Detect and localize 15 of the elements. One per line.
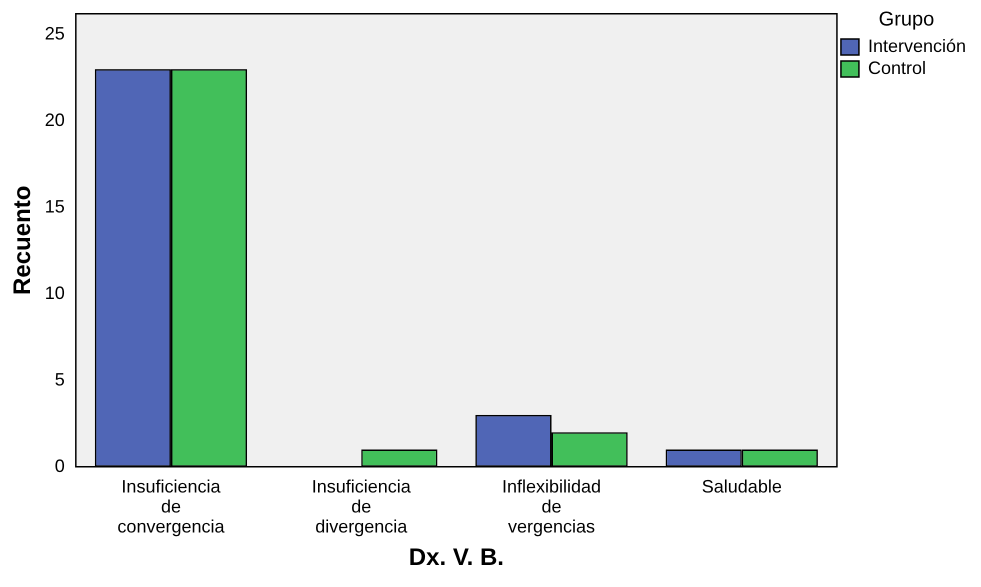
legend-label: Intervención bbox=[868, 36, 966, 56]
y-tick-label: 5 bbox=[54, 369, 65, 390]
y-tick-label: 25 bbox=[44, 24, 65, 44]
x-tick-label: Inflexibilidad de vergencias bbox=[502, 476, 602, 536]
legend-title: Grupo bbox=[878, 8, 934, 31]
y-tick-label: 15 bbox=[44, 196, 65, 216]
y-tick-label: 0 bbox=[54, 456, 65, 476]
x-tick-label: Insuficiencia de convergencia bbox=[117, 476, 226, 536]
y-tick-label: 20 bbox=[44, 110, 65, 130]
legend-label: Control bbox=[868, 58, 926, 78]
y-tick-label: 10 bbox=[44, 282, 65, 303]
x-tick-label: Insuficiencia de divergencia bbox=[312, 476, 412, 536]
x-tick-label: Saludable bbox=[702, 476, 782, 497]
x-axis-title: Dx. V. B. bbox=[408, 544, 504, 572]
y-axis-title: Recuento bbox=[9, 186, 36, 295]
